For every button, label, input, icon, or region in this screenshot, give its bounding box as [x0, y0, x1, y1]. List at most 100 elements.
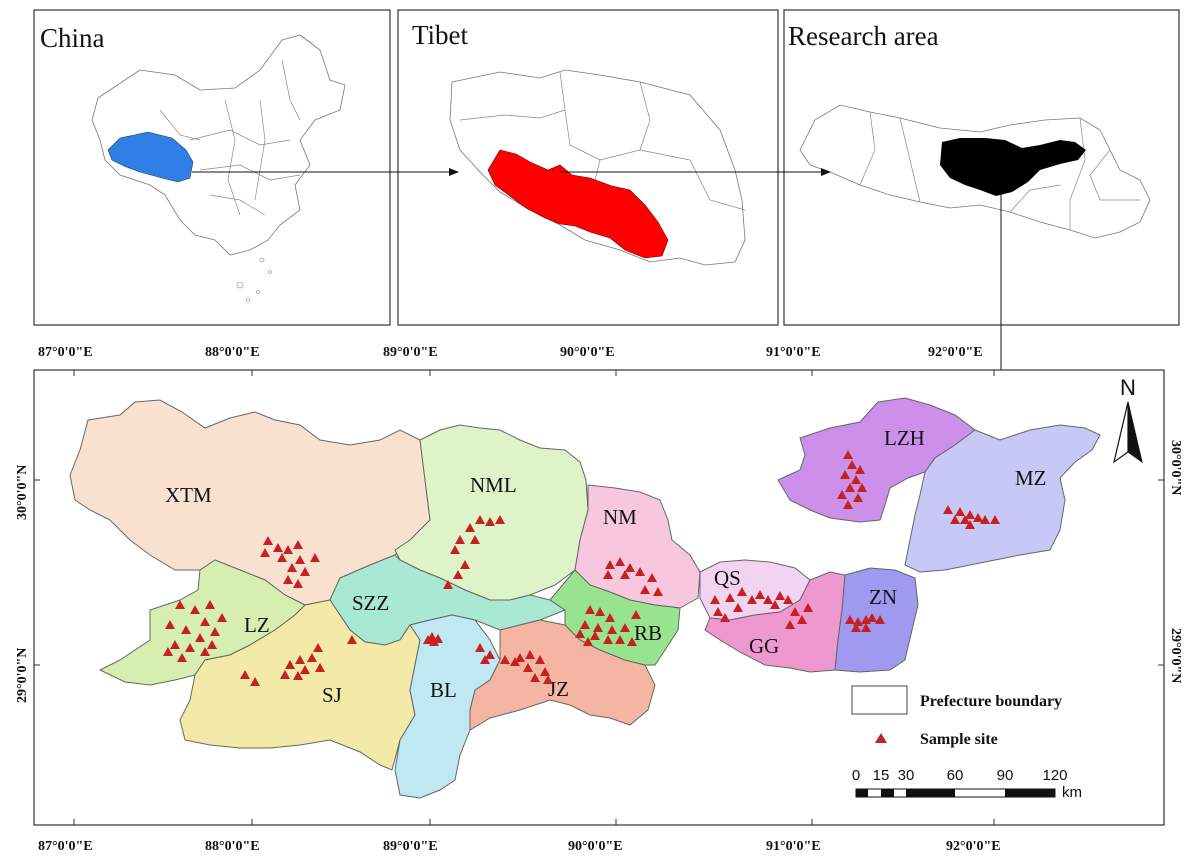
sample-site-marker: [165, 620, 175, 629]
sample-site-marker: [653, 587, 663, 596]
sample-site-marker: [593, 623, 603, 632]
top-lon-label: 87°0'0"E: [38, 345, 93, 360]
scale-bar: 0 15 30 60 90 120 km: [852, 767, 1082, 801]
sample-site-marker: [207, 640, 217, 649]
sample-site-marker: [590, 631, 600, 640]
region-bl: [394, 614, 501, 799]
top-longitude-axis: 87°0'0"E 88°0'0"E 89°0'0"E 90°0'0"E 91°0…: [38, 345, 983, 360]
left-latitude-axis: 30°0'0"N 29°0'0"N: [15, 465, 30, 703]
sample-site-marker: [429, 637, 439, 646]
right-lat-label: 29°0'0"N: [1168, 628, 1183, 683]
sample-site-marker: [315, 663, 325, 672]
research-prefecture-lines: [859, 111, 1140, 230]
sample-site-marker: [283, 575, 293, 584]
region-label-zn: ZN: [869, 585, 897, 609]
region-label-xtm: XTM: [165, 483, 212, 507]
scale-tick: 120: [1042, 767, 1067, 784]
region-lzh: [777, 397, 976, 523]
sample-site-marker: [631, 610, 641, 619]
bottom-lon-label: 87°0'0"E: [38, 839, 93, 854]
top-lon-label: 89°0'0"E: [383, 345, 438, 360]
sample-site-marker: [250, 677, 260, 686]
sample-site-marker: [605, 613, 615, 622]
sample-site-marker: [620, 570, 630, 579]
north-arrow: N: [1113, 375, 1143, 464]
bottom-lon-label: 92°0'0"E: [946, 839, 1001, 854]
sample-site-marker: [615, 635, 625, 644]
sample-site-marker: [837, 490, 847, 499]
sample-site-label: Sample site: [920, 731, 998, 748]
region-label-szz: SZZ: [352, 591, 389, 615]
sample-site-marker: [293, 579, 303, 588]
sample-site-marker: [300, 567, 310, 576]
sample-site-marker: [980, 515, 990, 524]
scale-tick: 0: [852, 767, 860, 784]
sample-site-marker: [177, 653, 187, 662]
sample-site-marker: [523, 663, 533, 672]
bottom-longitude-axis: 87°0'0"E 88°0'0"E 89°0'0"E 90°0'0"E 91°0…: [38, 839, 1001, 854]
top-lon-label: 92°0'0"E: [928, 345, 983, 360]
sample-site-marker: [943, 505, 953, 514]
sample-site-marker: [763, 595, 773, 604]
sample-site-marker: [307, 653, 317, 662]
prefecture-regions: [69, 397, 1101, 799]
sample-site-marker: [540, 667, 550, 676]
research-inset-title: Research area: [788, 21, 939, 51]
sample-site-marker: [585, 605, 595, 614]
sample-site-marker: [283, 545, 293, 554]
scale-tick: 60: [947, 767, 964, 784]
sample-site-marker: [853, 617, 863, 626]
sample-site-marker: [775, 591, 785, 600]
sample-site-marker: [295, 655, 305, 664]
china-tibet-highlight: [107, 131, 194, 183]
north-arrow-half: [1113, 401, 1129, 464]
sample-site-marker: [210, 627, 220, 636]
sample-site-marker: [595, 607, 605, 616]
sample-site-marker: [480, 655, 490, 664]
sample-site-marker: [293, 540, 303, 549]
sample-site-marker: [313, 643, 323, 652]
left-lat-label: 30°0'0"N: [15, 465, 30, 520]
sample-site-marker: [443, 580, 453, 589]
sample-site-marker: [861, 623, 871, 632]
sample-site-marker: [273, 543, 283, 552]
sample-site-marker: [635, 567, 645, 576]
sample-site-marker: [293, 671, 303, 680]
sample-site-marker: [475, 515, 485, 524]
china-inset: China: [33, 9, 391, 326]
sample-site-marker: [950, 515, 960, 524]
sample-site-marker: [455, 535, 465, 544]
sample-site-marker: [295, 555, 305, 564]
region-label-nm: NM: [603, 505, 637, 529]
sample-site-marker: [205, 600, 215, 609]
sample-site-marker: [543, 675, 553, 684]
sample-site-marker: [853, 493, 863, 502]
scale-tick: 90: [997, 767, 1014, 784]
right-lat-label: 30°0'0"N: [1168, 440, 1183, 495]
prefecture-boundary-swatch: [851, 685, 908, 715]
sample-site-marker: [647, 573, 657, 582]
sample-site-marker: [843, 450, 853, 459]
sample-site-marker: [625, 563, 635, 572]
region-label-qs: QS: [714, 566, 741, 590]
sample-site-marker: [200, 647, 210, 656]
sample-site-marker: [181, 625, 191, 634]
region-label-nml: NML: [470, 473, 517, 497]
sample-site-marker: [965, 520, 975, 529]
sample-site-marker: [797, 615, 807, 624]
sample-site-marker: [790, 607, 800, 616]
research-area-highlight: [940, 138, 1086, 196]
sample-site-marker: [465, 523, 475, 532]
sample-site-marker: [640, 585, 650, 594]
sample-site-marker: [857, 483, 867, 492]
sample-site-marker: [163, 647, 173, 656]
china-inset-title: China: [40, 23, 105, 53]
sample-site-marker: [575, 629, 585, 638]
tibet-inset-title: Tibet: [412, 20, 469, 50]
sample-site-marker: [190, 605, 200, 614]
sample-site-marker: [733, 603, 743, 612]
sample-site-marker: [725, 593, 735, 602]
region-label-sj: SJ: [322, 683, 342, 707]
sample-site-marker: [510, 657, 520, 666]
